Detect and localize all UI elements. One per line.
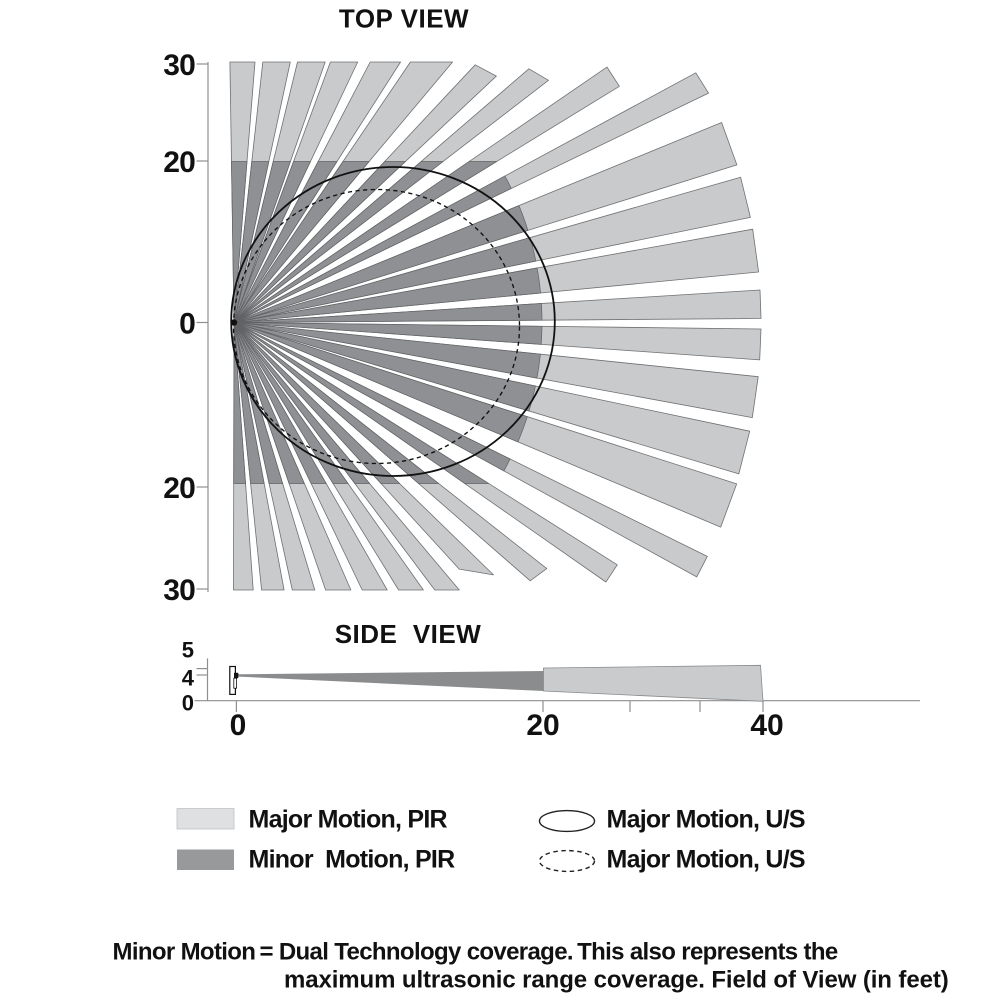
svg-text:TOP VIEW: TOP VIEW xyxy=(339,4,469,34)
svg-text:SIDE VIEW: SIDE VIEW xyxy=(335,619,482,649)
svg-text:maximum ultrasonic range cover: maximum ultrasonic range coverage. Field… xyxy=(284,967,949,994)
svg-text:Major Motion, U/S: Major Motion, U/S xyxy=(607,846,805,874)
svg-text:20: 20 xyxy=(163,472,195,505)
svg-text:5: 5 xyxy=(182,638,194,663)
svg-text:40: 40 xyxy=(750,709,783,742)
svg-text:Minor Motion = Dual Technology: Minor Motion = Dual Technology coverage.… xyxy=(113,939,838,966)
svg-text:0: 0 xyxy=(182,691,194,716)
svg-text:0: 0 xyxy=(230,709,247,742)
svg-text:0: 0 xyxy=(179,308,195,341)
svg-text:30: 30 xyxy=(163,574,195,607)
svg-text:20: 20 xyxy=(526,709,559,742)
svg-text:4: 4 xyxy=(182,666,195,691)
svg-text:30: 30 xyxy=(163,49,195,82)
svg-text:Major Motion, PIR: Major Motion, PIR xyxy=(249,806,448,834)
svg-text:20: 20 xyxy=(163,146,195,179)
svg-text:Minor Motion, PIR: Minor Motion, PIR xyxy=(249,846,456,874)
svg-text:Major Motion, U/S: Major Motion, U/S xyxy=(607,806,805,834)
